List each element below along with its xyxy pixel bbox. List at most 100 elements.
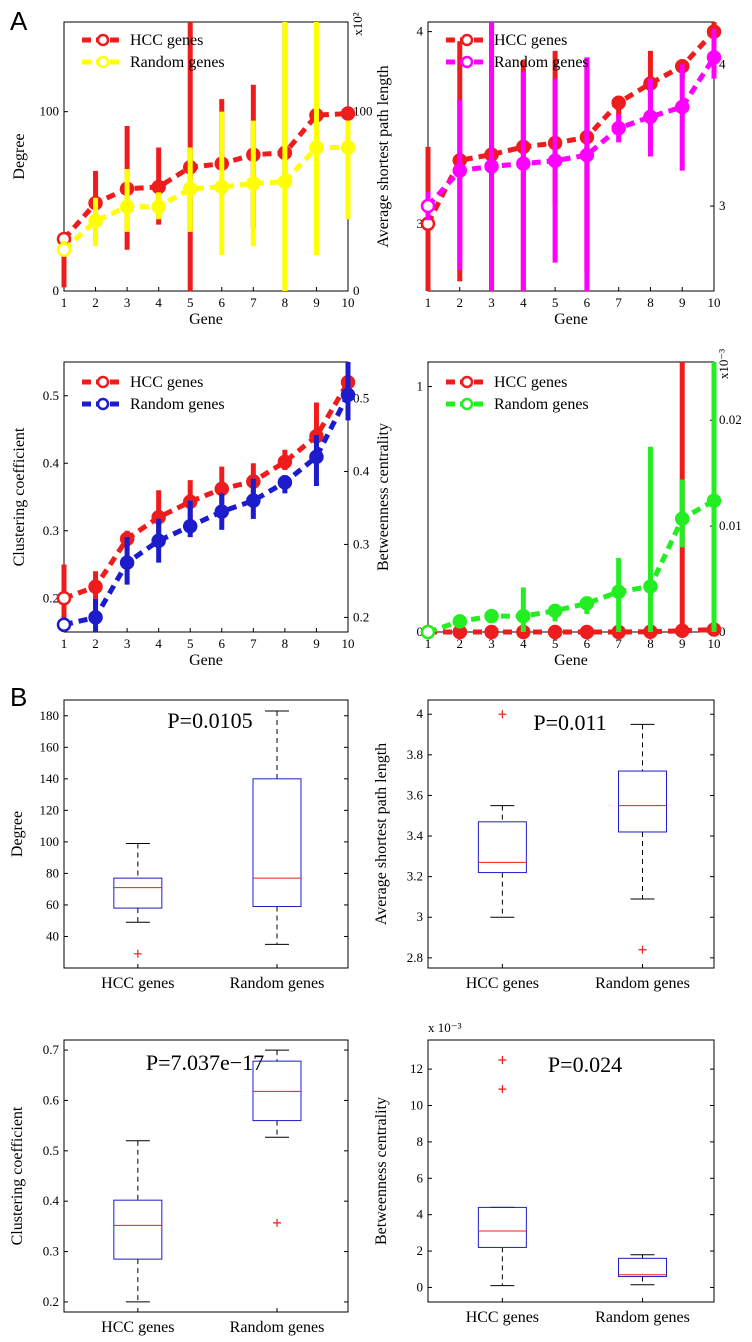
x-tick-label: 7 — [615, 636, 622, 651]
x-tick-label: 2 — [457, 636, 464, 651]
data-point — [277, 475, 293, 490]
y-tick-label: 160 — [40, 739, 60, 754]
x-tick-label: 7 — [250, 295, 257, 310]
x-tick-label: 10 — [342, 295, 355, 310]
data-point — [151, 199, 166, 214]
right-y-tick-label: 0 — [353, 283, 360, 298]
data-point — [340, 387, 356, 403]
box-random — [618, 1254, 667, 1286]
x-tick-label: 3 — [124, 636, 131, 651]
y-tick-label: 3.4 — [407, 828, 424, 843]
y-tick-label: 0.4 — [43, 1193, 60, 1208]
series-line — [62, 110, 349, 241]
legend-label: HCC genes — [494, 32, 567, 49]
x-tick-label: 8 — [282, 295, 289, 310]
panel-label-a: A — [10, 6, 28, 36]
y-tick-label: 3.6 — [407, 787, 424, 802]
p-value-annotation: P=0.0105 — [167, 708, 252, 733]
right-y-tick-label: 0.01 — [719, 518, 742, 533]
chart-a3: 1 2 3 4 5 6 7 8 9 10 0.2 0.3 0.4 0.5 0.2 0.3 0.4 0.5 Gene C… — [11, 361, 370, 669]
x-tick-label: HCC genes — [101, 1319, 174, 1336]
x-tick-label: 4 — [520, 295, 527, 310]
y-tick-label: 2.8 — [407, 950, 423, 965]
y-tick-label: 8 — [417, 1134, 424, 1149]
series-line — [427, 498, 716, 635]
data-point — [579, 596, 595, 611]
y-tick-label: 3.2 — [407, 869, 423, 884]
data-point — [579, 624, 595, 640]
data-point — [88, 213, 103, 229]
y-tick-label: 6 — [417, 1170, 424, 1185]
legend-marker — [460, 375, 474, 389]
plot-frame — [427, 1039, 715, 1303]
x-tick-label: 10 — [708, 636, 721, 651]
data-point — [309, 140, 324, 155]
data-point — [674, 99, 690, 115]
iqr-box — [477, 1206, 527, 1248]
y-tick-label: 0.2 — [43, 1294, 59, 1309]
iqr-box — [252, 1060, 302, 1122]
data-point — [151, 533, 166, 549]
data-point — [151, 179, 166, 195]
axis-exponent: x 10⁻³ — [428, 1020, 462, 1035]
box-hcc — [113, 842, 163, 958]
x-tick-label: 5 — [187, 295, 194, 310]
y-axis-label: Clustering coefficient — [11, 427, 28, 566]
data-point — [214, 179, 230, 195]
p-value-annotation: P=7.037e−17 — [146, 1050, 264, 1075]
x-tick-label: 9 — [679, 295, 686, 310]
box-hcc — [113, 1140, 163, 1303]
outlier-marker — [273, 1218, 281, 1227]
series-line — [425, 29, 716, 225]
data-point — [674, 623, 690, 639]
x-tick-label: 5 — [552, 636, 559, 651]
series-random — [56, 22, 356, 291]
box-random — [252, 1049, 302, 1227]
legend-label: Random genes — [130, 396, 225, 413]
legend-marker — [460, 55, 474, 69]
legend-label: Random genes — [494, 54, 589, 71]
data-point — [484, 159, 499, 174]
y-tick-label: 3 — [417, 909, 424, 924]
data-point — [547, 603, 563, 619]
data-point — [56, 242, 72, 258]
data-point — [706, 493, 722, 508]
outlier-marker — [133, 949, 142, 958]
data-point — [452, 163, 468, 178]
chart-b2: 2.8 3 3.2 3.4 3.6 3.8 4 Average shortest path l… — [373, 699, 715, 992]
series-hcc — [56, 375, 356, 632]
data-point — [643, 109, 658, 125]
x-tick-label: 9 — [313, 295, 320, 310]
legend-marker — [460, 33, 474, 47]
legend-marker — [96, 33, 110, 47]
data-point — [246, 493, 261, 508]
x-tick-label: 1 — [61, 295, 68, 310]
y-axis-label: Betweenness centrality — [373, 1097, 390, 1245]
box-random — [618, 723, 667, 954]
data-point — [674, 511, 690, 526]
y-tick-label: 80 — [46, 865, 59, 880]
x-tick-label: 6 — [584, 295, 591, 310]
x-tick-label: Random genes — [595, 1309, 690, 1326]
right-y-tick-label: 0.5 — [353, 390, 369, 405]
y-tick-label: 0 — [53, 283, 60, 298]
box-random — [252, 710, 302, 945]
x-tick-label: 3 — [488, 295, 495, 310]
series-line — [63, 380, 351, 601]
x-tick-label: 2 — [457, 295, 464, 310]
outlier-marker — [498, 710, 507, 719]
x-tick-label: 8 — [647, 295, 654, 310]
legend-marker — [96, 397, 110, 411]
outlier-marker — [638, 945, 647, 954]
data-point — [484, 624, 499, 640]
right-y-tick-label: 0.02 — [719, 412, 742, 427]
iqr-box — [618, 770, 667, 833]
x-axis-label: Gene — [189, 652, 223, 669]
data-point — [340, 140, 356, 155]
chart-b3: 0.2 0.3 0.4 0.5 0.6 0.7 Clustering coefficient… — [9, 1039, 349, 1336]
legend-label: HCC genes — [130, 374, 203, 391]
y-tick-label: 4 — [417, 1207, 424, 1222]
data-point — [88, 610, 103, 625]
y-tick-label: 100 — [40, 834, 60, 849]
